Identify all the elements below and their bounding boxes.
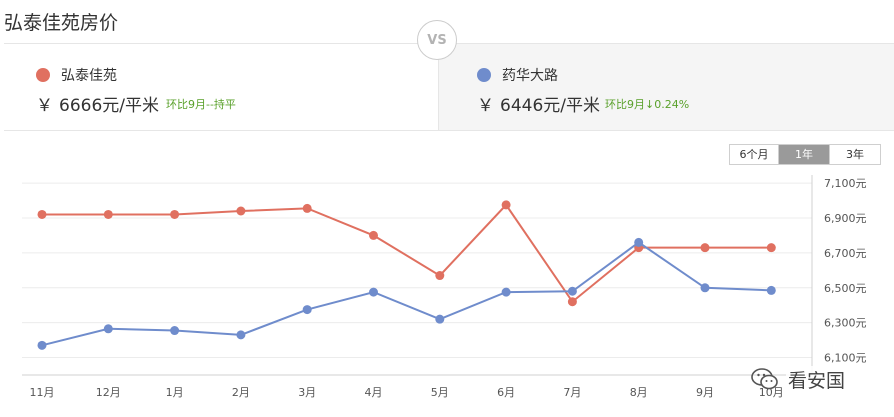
- tab-3-years[interactable]: 3年: [830, 145, 880, 164]
- data-point-series-1: [170, 326, 180, 336]
- series-line-1: [41, 241, 772, 347]
- right-series-dot: [477, 68, 491, 82]
- left-currency: ￥: [36, 96, 53, 116]
- x-tick-label: 10月: [759, 386, 784, 399]
- compare-panel: 弘泰佳苑 ￥ 6666元/平米 环比9月--持平 药华大路 ￥ 6446元/平米 环…: [4, 43, 894, 131]
- data-point-series-1: [302, 305, 312, 315]
- compare-left-estate: 弘泰佳苑 ￥ 6666元/平米 环比9月--持平: [4, 44, 438, 130]
- x-tick-label: 2月: [232, 386, 250, 399]
- x-tick-label: 5月: [431, 386, 449, 399]
- data-point-series-0: [501, 200, 511, 210]
- tab-1-year[interactable]: 1年: [779, 145, 830, 164]
- data-point-series-0: [37, 209, 47, 219]
- data-point-series-0: [766, 243, 776, 253]
- right-price-value: 6446元/平米: [500, 96, 600, 116]
- wechat-icon: [751, 368, 778, 390]
- tab-6-months[interactable]: 6个月: [730, 145, 779, 164]
- series-line-0: [42, 203, 772, 304]
- y-tick-label: 6,300元: [824, 317, 867, 330]
- compare-right-estate: 药华大路 ￥ 6446元/平米 环比9月↓0.24%: [438, 44, 894, 130]
- data-point-series-1: [634, 237, 644, 247]
- data-point-series-1: [766, 285, 776, 295]
- data-point-series-0: [302, 203, 312, 213]
- range-tabs: 6个月 1年 3年: [729, 144, 881, 165]
- y-tick-label: 7,100元: [824, 177, 867, 190]
- right-currency: ￥: [477, 96, 494, 116]
- data-point-series-1: [700, 283, 710, 293]
- left-series-dot: [36, 68, 50, 82]
- x-tick-label: 12月: [96, 386, 121, 399]
- x-tick-label: 9月: [696, 386, 714, 399]
- data-point-series-1: [501, 287, 511, 297]
- data-point-series-0: [567, 297, 577, 307]
- data-point-series-1: [103, 324, 113, 334]
- left-change: 环比9月--持平: [166, 98, 236, 111]
- left-price: ￥ 6666元/平米: [36, 91, 159, 116]
- watermark: 看安国: [750, 364, 848, 394]
- x-tick-label: 7月: [563, 386, 581, 399]
- left-estate-name: 弘泰佳苑: [61, 68, 117, 84]
- data-point-series-0: [236, 206, 246, 216]
- data-point-series-0: [435, 271, 445, 281]
- x-tick-label: 6月: [497, 386, 515, 399]
- y-tick-label: 6,500元: [824, 282, 867, 295]
- data-point-series-1: [37, 340, 47, 350]
- y-tick-label: 6,100元: [824, 352, 867, 365]
- x-tick-label: 4月: [365, 386, 383, 399]
- x-tick-label: 1月: [166, 386, 184, 399]
- y-tick-label: 6,700元: [824, 247, 867, 260]
- left-price-value: 6666元/平米: [59, 96, 159, 116]
- x-tick-label: 11月: [30, 386, 55, 399]
- data-point-series-1: [236, 330, 246, 340]
- right-price: ￥ 6446元/平米: [477, 91, 600, 116]
- data-point-series-1: [435, 314, 445, 324]
- y-tick-label: 6,900元: [824, 212, 867, 225]
- right-estate-name: 药华大路: [502, 68, 558, 84]
- data-point-series-1: [567, 286, 577, 296]
- right-change: 环比9月↓0.24%: [605, 98, 690, 111]
- vs-badge: VS: [417, 20, 457, 60]
- watermark-text: 看安国: [786, 365, 848, 393]
- price-trend-chart: 6,100元 6,300元 6,500元 6,700元 6,900元 7,100元 11月 1…: [22, 175, 867, 399]
- data-point-series-0: [170, 209, 180, 219]
- data-point-series-0: [700, 243, 710, 253]
- page-title: 弘泰佳苑房价: [4, 12, 119, 34]
- data-point-series-0: [369, 230, 378, 240]
- x-tick-label: 3月: [298, 386, 316, 399]
- data-point-series-0: [103, 209, 113, 219]
- data-point-series-1: [369, 287, 378, 297]
- x-tick-label: 8月: [630, 386, 648, 399]
